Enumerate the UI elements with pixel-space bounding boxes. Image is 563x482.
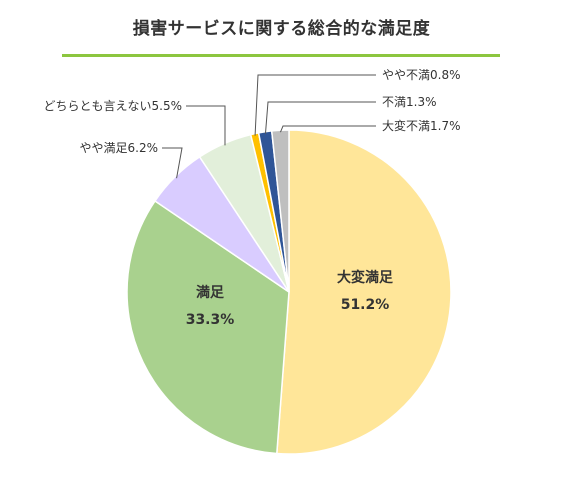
- slice-name-label-1: 満足: [196, 284, 225, 301]
- leader-lines: [162, 74, 376, 179]
- leader-line-4: [254, 74, 376, 136]
- slice-value-label-1: 33.3%: [186, 312, 235, 328]
- pie-slices: [126, 129, 452, 455]
- title-underline: [62, 54, 500, 57]
- leader-line-6: [279, 125, 376, 133]
- callout-label-6: 大変不満1.7%: [382, 118, 461, 133]
- slice-6: [270, 129, 290, 293]
- leader-line-3: [186, 105, 226, 146]
- callout-label-2: やや満足6.2%: [80, 141, 159, 155]
- slice-labels: 大変満足 51.2% 満足 33.3% やや満足6.2% どちらとも言えない5.5% やや不…: [44, 68, 461, 328]
- slice-0: [275, 129, 452, 455]
- leader-line-2: [162, 147, 183, 179]
- slice-1: [126, 199, 290, 455]
- callout-label-5: 不満1.3%: [382, 95, 437, 109]
- slice-name-label-0: 大変満足: [337, 269, 394, 286]
- leader-line-5: [264, 101, 376, 134]
- callout-label-4: やや不満0.8%: [382, 68, 461, 82]
- slice-value-label-0: 51.2%: [341, 297, 390, 313]
- callout-label-3: どちらとも言えない5.5%: [44, 99, 183, 113]
- chart-title: 損害サービスに関する総合的な満足度: [132, 19, 431, 39]
